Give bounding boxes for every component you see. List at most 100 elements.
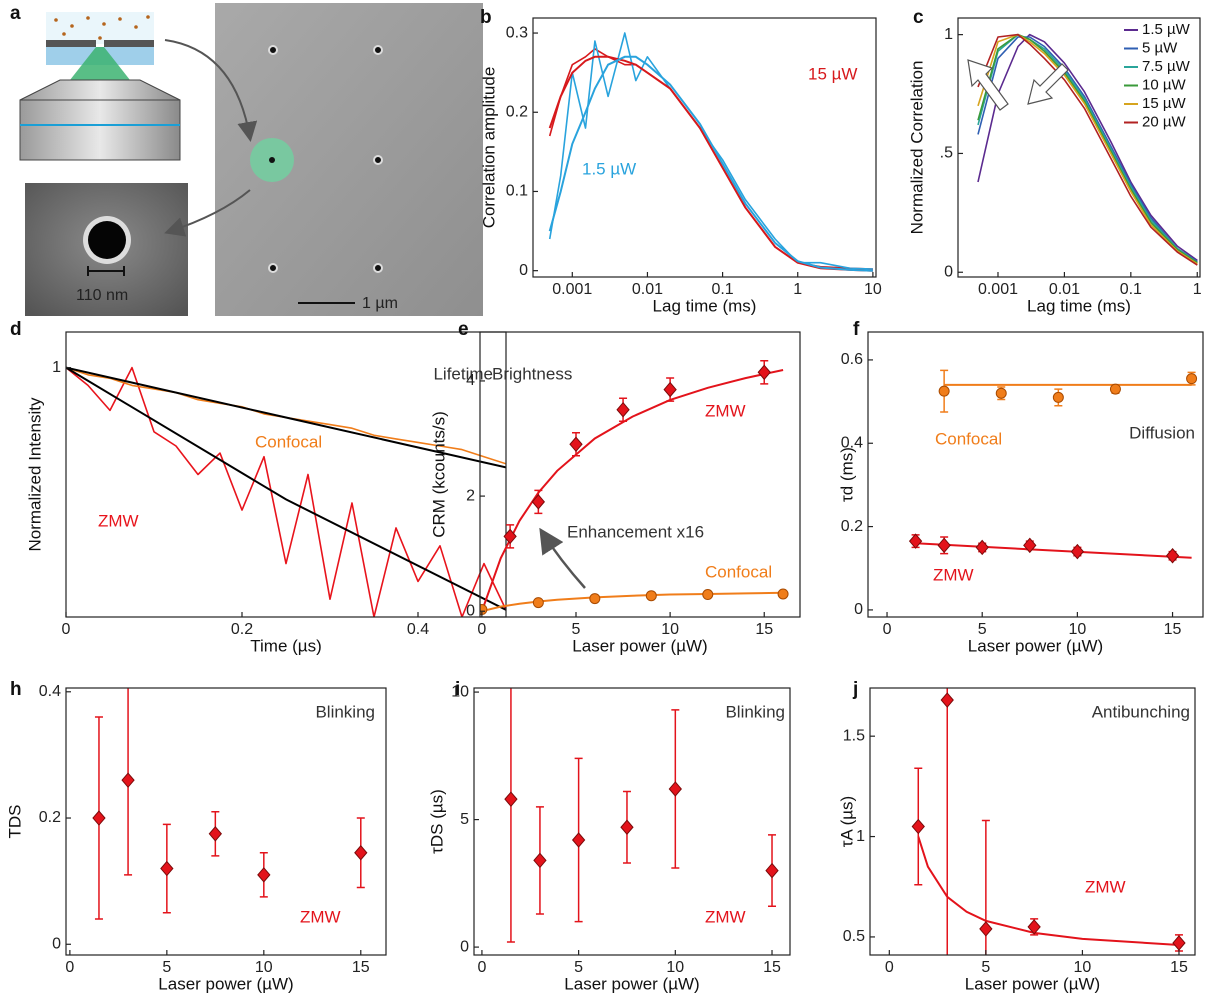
annotation: Brightness bbox=[492, 364, 572, 383]
axes-frame bbox=[65, 687, 387, 956]
x-tick-label: 15 bbox=[1170, 959, 1188, 976]
axes-frame bbox=[479, 331, 801, 618]
y-tick-label: 5 bbox=[460, 811, 469, 828]
fit-line bbox=[66, 366, 506, 469]
x-axis-label: Laser power (µW) bbox=[572, 636, 707, 655]
x-tick-label: 0 bbox=[885, 959, 894, 976]
annotation: Lifetime bbox=[433, 364, 493, 383]
annotation: Blinking bbox=[725, 702, 785, 721]
point bbox=[589, 593, 601, 605]
x-tick-label: 15 bbox=[352, 959, 370, 976]
point bbox=[1027, 919, 1041, 935]
x-tick-label: 5 bbox=[162, 959, 171, 976]
point bbox=[979, 921, 993, 937]
x-tick-label: 0.1 bbox=[711, 281, 733, 298]
objective bbox=[19, 79, 181, 101]
panel-letter: d bbox=[10, 319, 22, 340]
plot-area bbox=[911, 688, 1186, 955]
point bbox=[937, 537, 951, 554]
x-tick-label: 0 bbox=[477, 621, 486, 638]
point bbox=[1165, 547, 1180, 564]
fit-line bbox=[915, 542, 1192, 559]
y-tick-label: 0.2 bbox=[39, 809, 61, 826]
point bbox=[503, 528, 517, 545]
series-label: ZMW bbox=[98, 511, 139, 530]
nanohole bbox=[269, 157, 275, 163]
y-axis-label: TDS bbox=[5, 805, 24, 839]
point bbox=[620, 819, 634, 836]
y-tick-label: 2 bbox=[466, 487, 475, 504]
x-axis-label: Time (µs) bbox=[250, 636, 322, 655]
point bbox=[777, 588, 789, 600]
x-tick-label: 0.01 bbox=[632, 281, 663, 298]
x-tick-label: 0.4 bbox=[407, 621, 429, 638]
x-tick-label: 15 bbox=[1164, 621, 1182, 638]
y-tick-label: 0.1 bbox=[506, 183, 528, 200]
point bbox=[1172, 935, 1186, 951]
point bbox=[757, 364, 771, 381]
fit-line bbox=[481, 591, 784, 613]
annotation: Antibunching bbox=[1092, 702, 1190, 721]
point bbox=[1070, 543, 1085, 560]
legend-label: 7.5 µW bbox=[1142, 58, 1191, 75]
panel-letter: f bbox=[853, 319, 860, 340]
point bbox=[1109, 383, 1121, 395]
point bbox=[160, 860, 174, 877]
point bbox=[1023, 537, 1037, 554]
x-tick-label: 0.01 bbox=[1049, 281, 1080, 298]
y-tick-label: 10 bbox=[451, 683, 469, 700]
plot-area bbox=[908, 369, 1198, 564]
y-tick-label: 0.2 bbox=[506, 103, 528, 120]
series-label: ZMW bbox=[300, 907, 341, 926]
annotation: Blinking bbox=[315, 702, 375, 721]
axes-frame bbox=[532, 17, 877, 278]
point bbox=[531, 494, 546, 510]
series-line bbox=[977, 33, 1198, 264]
y-tick-label: 0 bbox=[519, 262, 528, 279]
annotation: Diffusion bbox=[1129, 423, 1195, 442]
fit-line bbox=[917, 836, 1180, 946]
fit-line bbox=[548, 55, 873, 272]
y-tick-label: 0.2 bbox=[841, 518, 863, 535]
point bbox=[533, 852, 547, 869]
point bbox=[765, 862, 779, 879]
series-label: ZMW bbox=[933, 565, 974, 584]
inset-scale-label: 110 nm bbox=[76, 287, 128, 304]
x-axis-label: Lag time (ms) bbox=[653, 296, 757, 315]
point bbox=[616, 401, 630, 418]
point bbox=[645, 590, 657, 602]
legend-label: 5 µW bbox=[1142, 39, 1178, 56]
panel-letter: b bbox=[480, 7, 492, 28]
x-tick-label: 10 bbox=[255, 959, 273, 976]
point bbox=[1052, 391, 1064, 403]
point bbox=[908, 533, 923, 549]
x-axis-label: Laser power (µW) bbox=[965, 974, 1100, 993]
y-tick-label: 1 bbox=[52, 359, 61, 376]
hole bbox=[88, 221, 126, 259]
series-label: Confocal bbox=[255, 432, 322, 451]
note-arrow bbox=[539, 527, 586, 589]
y-tick-label: .5 bbox=[940, 145, 953, 162]
point bbox=[975, 539, 989, 556]
axes-frame bbox=[473, 687, 791, 956]
x-tick-label: 0.001 bbox=[552, 281, 592, 298]
point bbox=[569, 436, 583, 453]
note: Enhancement x16 bbox=[567, 522, 704, 541]
x-tick-label: 1 bbox=[793, 281, 802, 298]
plot-area bbox=[977, 33, 1198, 266]
y-tick-label: 1 bbox=[944, 26, 953, 43]
point bbox=[663, 381, 677, 398]
x-tick-label: 15 bbox=[755, 621, 773, 638]
axes-frame bbox=[65, 331, 507, 618]
point bbox=[668, 781, 682, 797]
nanoholes bbox=[268, 45, 383, 273]
plot-area bbox=[504, 688, 779, 943]
panel-letter: h bbox=[10, 679, 22, 700]
y-axis-label: Normalized Correlation bbox=[907, 61, 926, 235]
x-tick-label: 0 bbox=[477, 959, 486, 976]
plot-area bbox=[66, 366, 506, 617]
x-tick-label: 0 bbox=[62, 621, 71, 638]
axes-frame bbox=[957, 17, 1201, 278]
legend-label: 15 µW bbox=[1142, 95, 1186, 112]
